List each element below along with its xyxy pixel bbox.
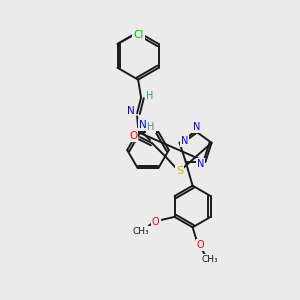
Text: O: O — [197, 240, 204, 250]
Text: Cl: Cl — [133, 30, 143, 40]
Text: H: H — [146, 91, 154, 100]
Text: N: N — [193, 122, 200, 132]
Text: CH₃: CH₃ — [201, 256, 218, 265]
Text: N: N — [127, 106, 135, 116]
Text: CH₃: CH₃ — [133, 227, 149, 236]
Text: N: N — [197, 159, 204, 169]
Text: S: S — [176, 166, 183, 176]
Text: O: O — [152, 217, 160, 227]
Text: H: H — [147, 122, 155, 132]
Text: O: O — [129, 131, 137, 141]
Text: N: N — [139, 120, 147, 130]
Text: N: N — [181, 136, 188, 146]
